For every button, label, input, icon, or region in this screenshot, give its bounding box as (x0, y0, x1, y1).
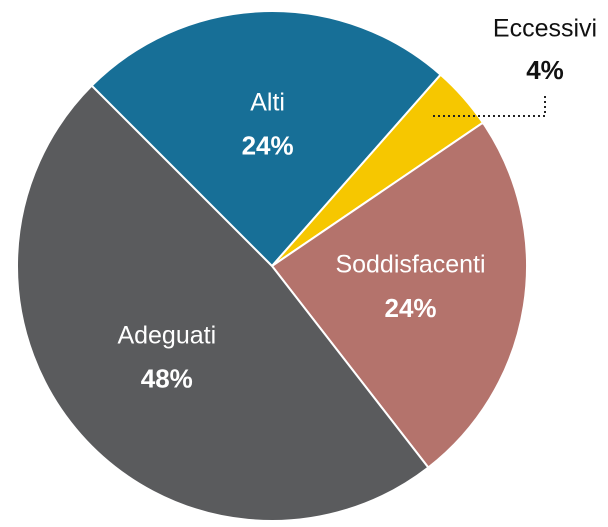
labels: Alti 24% Eccessivi 4% Soddisfacenti 24% Adegua… (117, 15, 597, 394)
leader-line (433, 96, 546, 117)
slice-value: 24% (384, 293, 436, 323)
slice-label: Alti (250, 88, 285, 116)
slice-label: Soddisfacenti (335, 251, 485, 279)
slice (270, 121, 528, 469)
slice-value: 4% (526, 55, 564, 85)
slice-label: Adeguati (117, 321, 216, 349)
pie (16, 10, 528, 522)
slice-value: 24% (242, 131, 294, 161)
slice (90, 10, 443, 268)
slice-label: Eccessivi (493, 15, 597, 43)
slice (16, 84, 430, 522)
slice-value: 48% (141, 364, 193, 394)
